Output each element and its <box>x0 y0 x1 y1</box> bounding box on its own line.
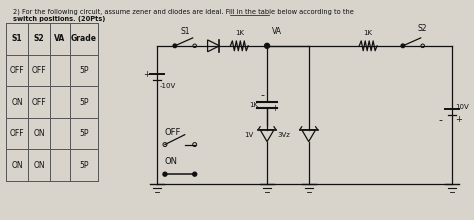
Text: OFF: OFF <box>32 98 46 107</box>
Circle shape <box>173 44 177 48</box>
Text: OFF: OFF <box>165 128 182 137</box>
Circle shape <box>193 172 197 176</box>
Text: Grade: Grade <box>71 34 97 43</box>
Text: ON: ON <box>33 161 45 170</box>
Text: 5P: 5P <box>79 161 89 170</box>
Text: 1K: 1K <box>235 30 244 36</box>
Text: ON: ON <box>165 157 178 166</box>
Text: 5P: 5P <box>79 129 89 138</box>
Text: ON: ON <box>11 161 23 170</box>
Text: +: + <box>456 115 462 124</box>
Text: OFF: OFF <box>32 66 46 75</box>
Text: S2: S2 <box>34 34 45 43</box>
Text: 1K: 1K <box>364 30 373 36</box>
Text: -: - <box>438 115 443 125</box>
Circle shape <box>163 172 167 176</box>
Text: ON: ON <box>11 98 23 107</box>
Text: +: + <box>271 104 278 112</box>
Text: VA: VA <box>54 34 65 43</box>
Circle shape <box>264 43 270 48</box>
Text: OFF: OFF <box>10 129 25 138</box>
Text: -10V: -10V <box>160 83 176 89</box>
Text: S1: S1 <box>12 34 23 43</box>
Text: 1K: 1K <box>249 102 258 108</box>
Text: 5P: 5P <box>79 66 89 75</box>
Circle shape <box>401 44 405 48</box>
Text: S1: S1 <box>180 27 190 36</box>
Text: -: - <box>260 90 264 100</box>
Text: 3Vz: 3Vz <box>277 132 290 138</box>
Text: switch positions. (20Pts): switch positions. (20Pts) <box>13 16 106 22</box>
Text: OFF: OFF <box>10 66 25 75</box>
Text: ON: ON <box>33 129 45 138</box>
Text: 5P: 5P <box>79 98 89 107</box>
Text: 2) For the following circuit, assume zener and diodes are ideal. Fill in the tab: 2) For the following circuit, assume zen… <box>13 8 354 15</box>
Text: S2: S2 <box>418 24 427 33</box>
Text: VA: VA <box>272 27 282 36</box>
Text: 10V: 10V <box>456 104 469 110</box>
Text: +: + <box>143 70 150 79</box>
Text: 1V: 1V <box>244 132 253 138</box>
